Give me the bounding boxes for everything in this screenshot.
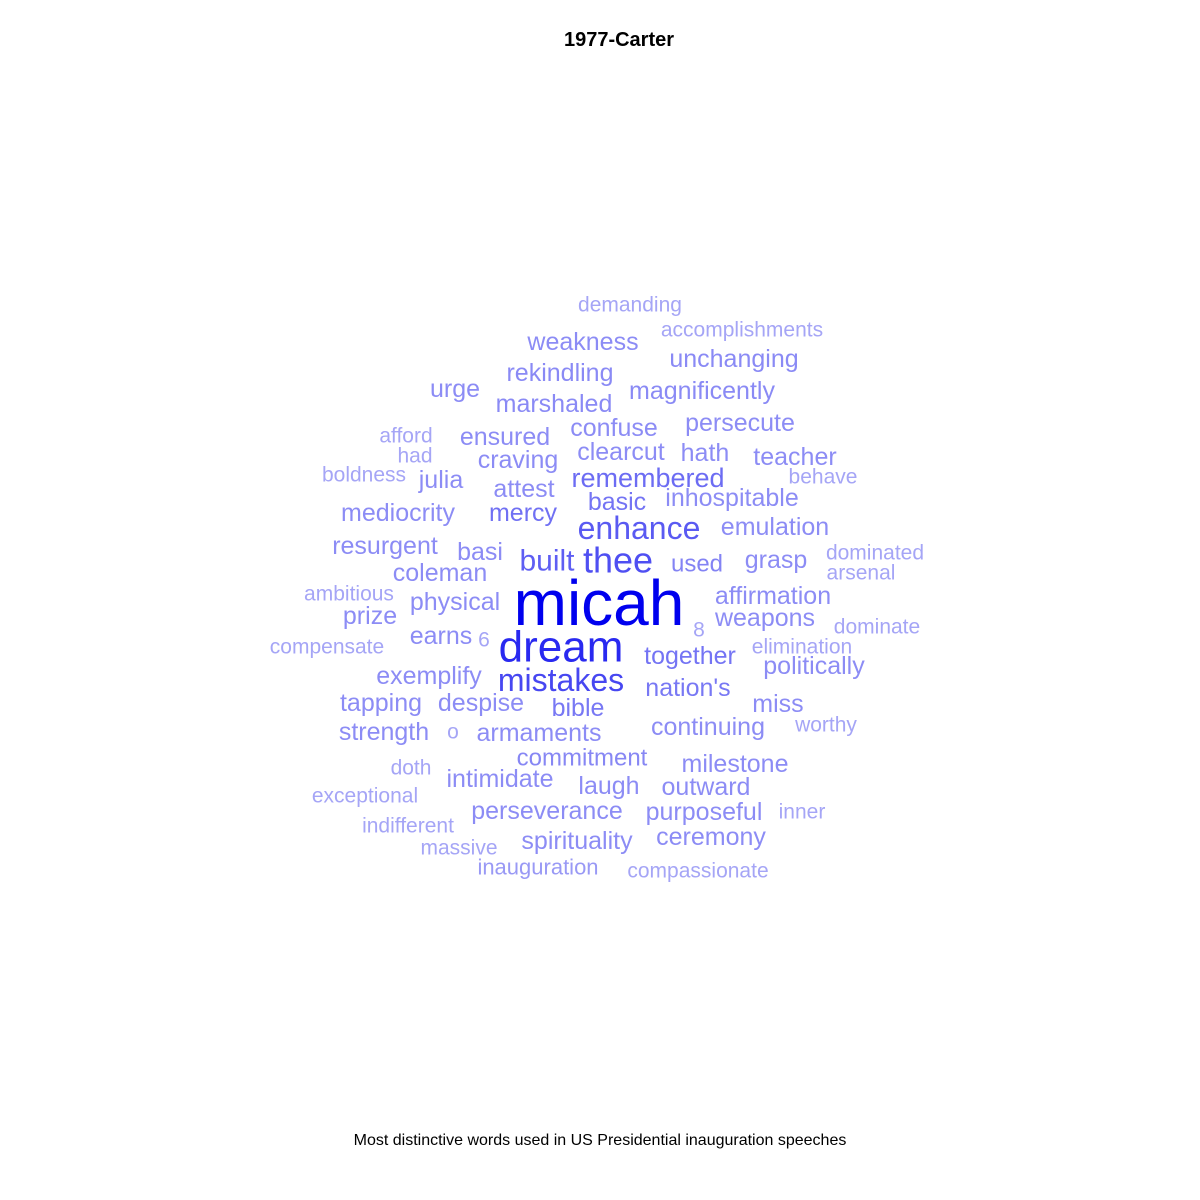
word-dream: dream — [499, 623, 624, 672]
word-bible: bible — [552, 694, 605, 722]
word-magnificently: magnificently — [629, 377, 775, 405]
word-mistakes: mistakes — [498, 662, 624, 698]
word-indifferent: indifferent — [362, 815, 454, 838]
word-laugh: laugh — [578, 772, 639, 800]
word-remembered: remembered — [571, 463, 724, 493]
word-hath: hath — [681, 439, 730, 467]
word-teacher: teacher — [753, 443, 836, 471]
word-compensate: compensate — [270, 636, 384, 659]
word-doth: doth — [391, 757, 432, 780]
word-affirmation: affirmation — [715, 582, 831, 610]
word-boldness: boldness — [322, 464, 406, 487]
word-afford: afford — [379, 425, 432, 448]
word-together: together — [644, 642, 736, 670]
word-mercy: mercy — [489, 499, 558, 527]
word-ambitious: ambitious — [304, 583, 394, 606]
word-commitment: commitment — [517, 745, 648, 772]
word-miss: miss — [752, 690, 803, 718]
word-o: o — [447, 721, 459, 744]
word-attest: attest — [493, 475, 554, 503]
word-micah: micah — [514, 567, 685, 639]
chart-title: 1977-Carter — [563, 29, 675, 51]
word-exceptional: exceptional — [312, 785, 418, 808]
word-milestone: milestone — [682, 750, 789, 778]
word-physical: physical — [410, 588, 500, 616]
word-8: 8 — [693, 619, 705, 642]
word-purposeful: purposeful — [646, 798, 763, 826]
word-coleman: coleman — [393, 559, 488, 587]
word-behave: behave — [789, 466, 858, 489]
word-ceremony: ceremony — [656, 823, 766, 851]
word-inauguration: inauguration — [477, 855, 598, 880]
word-ensured: ensured — [460, 423, 550, 451]
word-rekindling: rekindling — [506, 359, 613, 387]
word-resurgent: resurgent — [332, 532, 438, 560]
word-urge: urge — [430, 375, 480, 403]
chart-caption: Most distinctive words used in US Presid… — [353, 1132, 847, 1149]
word-6: 6 — [478, 629, 490, 652]
word-weapons: weapons — [714, 604, 815, 632]
word-marshaled: marshaled — [496, 390, 613, 418]
word-persecute: persecute — [685, 409, 795, 437]
word-built: built — [519, 545, 575, 578]
word-prize: prize — [343, 602, 397, 630]
word-intimidate: intimidate — [447, 765, 554, 793]
word-basic: basic — [588, 488, 646, 516]
word-armaments: armaments — [476, 719, 601, 747]
word-massive: massive — [420, 837, 497, 860]
word-demanding: demanding — [578, 294, 682, 317]
word-accomplishments: accomplishments — [661, 319, 823, 342]
word-continuing: continuing — [651, 713, 765, 741]
word-confuse: confuse — [570, 414, 658, 442]
word-thee: thee — [583, 540, 653, 581]
word-used: used — [671, 551, 723, 578]
word-nation-s: nation's — [645, 674, 730, 702]
word-outward: outward — [662, 773, 751, 801]
word-dominated: dominated — [826, 542, 924, 565]
word-spirituality: spirituality — [521, 827, 633, 855]
word-arsenal: arsenal — [827, 562, 896, 585]
word-clearcut: clearcut — [577, 438, 665, 466]
word-had: had — [397, 445, 432, 468]
word-exemplify: exemplify — [376, 662, 482, 690]
word-perseverance: perseverance — [471, 797, 622, 825]
word-inner: inner — [779, 801, 826, 824]
word-mediocrity: mediocrity — [341, 499, 455, 527]
word-enhance: enhance — [578, 510, 701, 546]
word-unchanging: unchanging — [669, 345, 798, 373]
word-craving: craving — [478, 446, 559, 474]
word-earns: earns — [410, 622, 473, 650]
word-dominate: dominate — [834, 616, 920, 639]
word-politically: politically — [763, 652, 865, 680]
word-weakness: weakness — [526, 328, 638, 356]
word-grasp: grasp — [745, 546, 808, 574]
word-inhospitable: inhospitable — [665, 484, 798, 512]
word-strength: strength — [339, 718, 429, 746]
word-julia: julia — [418, 466, 464, 494]
word-basi: basi — [457, 538, 503, 566]
word-tapping: tapping — [340, 689, 422, 717]
word-compassionate: compassionate — [627, 860, 768, 883]
word-emulation: emulation — [721, 513, 829, 541]
word-elimination: elimination — [752, 636, 852, 659]
word-despise: despise — [438, 689, 524, 717]
word-worthy: worthy — [794, 714, 857, 737]
